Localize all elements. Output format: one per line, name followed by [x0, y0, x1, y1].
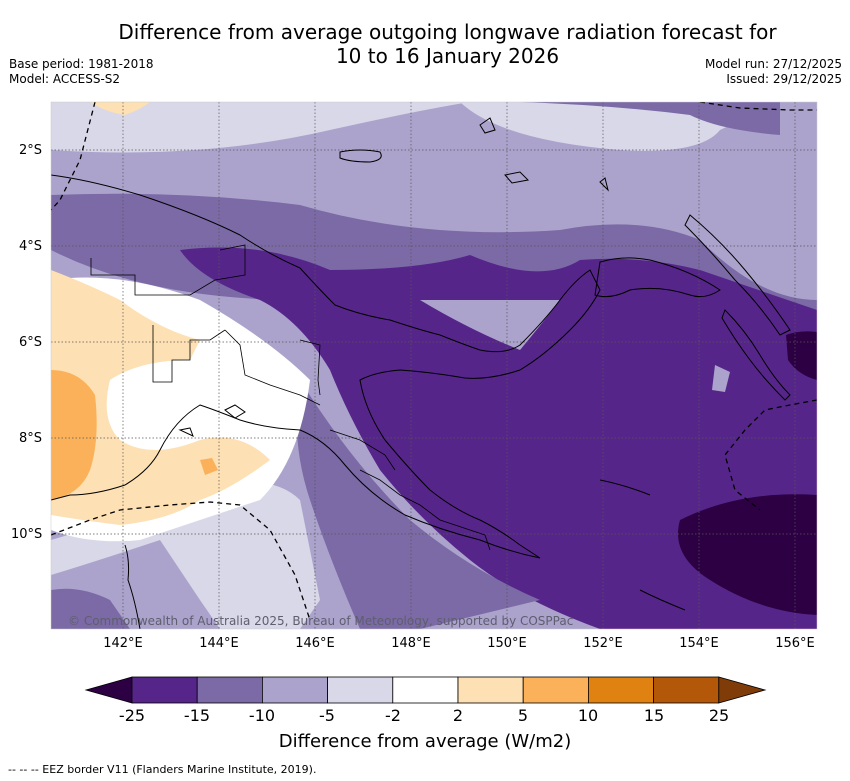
title-line-2: 10 to 16 January 2026 [335, 44, 560, 68]
new-ireland-coast [684, 214, 791, 336]
torres-strait-islands [178, 404, 246, 437]
field-minus10-central-band [420, 300, 560, 350]
colorbar-segment-2 [196, 676, 263, 704]
lon-label-148e: 148°E [391, 636, 431, 651]
manus-coast [339, 149, 382, 163]
colorbar-segment-8 [588, 676, 655, 704]
colorbar-tick: 25 [708, 706, 730, 725]
field-under-minus25-east [678, 494, 817, 615]
colorbar-tick: -5 [319, 706, 335, 725]
map-title: Difference from average outgoing longwav… [60, 20, 835, 68]
field-plus2-northwest [90, 102, 150, 115]
colorbar-title: Difference from average (W/m2) [278, 731, 572, 752]
australia-cape-york [124, 544, 141, 629]
islands-south-east-2 [639, 589, 686, 611]
lon-label-154e: 154°E [679, 636, 719, 651]
field-plus5-west [51, 370, 97, 500]
colorbar-tick: -25 [118, 706, 146, 725]
colorbar-tick: 5 [517, 706, 529, 725]
colorbar [84, 676, 767, 704]
colorbar-over-triangle [718, 676, 767, 704]
colorbar-tick: -10 [248, 706, 276, 725]
field-minus10-east-spot [712, 365, 730, 392]
lat-label-2s: 2°S [19, 143, 43, 158]
islands-south-east-1 [599, 479, 651, 496]
base-period-text: Base period: 1981-2018 [9, 57, 154, 71]
colorbar-tick: 2 [452, 706, 464, 725]
lon-label-152e: 152°E [583, 636, 623, 651]
colorbar-tick: -2 [385, 706, 401, 725]
field-minus15-wedge [296, 380, 540, 629]
issued-text: Issued: 29/12/2025 [726, 72, 842, 86]
field-band-minus5-north [51, 102, 780, 153]
colorbar-segment-6 [457, 676, 524, 704]
title-line-1: Difference from average outgoing longwav… [118, 20, 777, 44]
field-under-minus25-northeast [786, 331, 817, 380]
colorbar-segment-9 [653, 676, 720, 704]
colorbar-segment-3 [261, 676, 328, 704]
province-borders [90, 244, 491, 551]
lon-label-144e: 144°E [199, 636, 239, 651]
copyright-text: © Commonwealth of Australia 2025, Bureau… [68, 614, 574, 628]
field-core-minus25-central [180, 247, 817, 629]
eez-footer-note: -- -- -- EEZ border V11 (Flanders Marine… [8, 763, 317, 776]
lat-label-10s: 10°S [11, 527, 43, 542]
colorbar-segment-4 [327, 676, 394, 704]
model-run-text: Model run: 27/12/2025 [704, 57, 842, 71]
meta-right: Model run: 27/12/2025 Issued: 29/12/2025 [705, 57, 842, 87]
lat-label-8s: 8°S [19, 431, 43, 446]
colorbar-under-triangle [84, 676, 133, 704]
meta-left: Base period: 1981-2018 Model: ACCESS-S2 [9, 57, 154, 87]
new-britain-coast [594, 257, 721, 298]
lon-label-150e: 150°E [487, 636, 527, 651]
colorbar-segment-1 [131, 676, 198, 704]
coastline [51, 117, 791, 629]
colorbar-segment-7 [522, 676, 589, 704]
colorbar-tick: 10 [577, 706, 599, 725]
map-frame [50, 101, 818, 630]
northern-islands [479, 117, 609, 192]
new-guinea-coast [51, 174, 601, 559]
eez-border [51, 102, 817, 621]
colorbar-segment-5 [392, 676, 459, 704]
lat-label-4s: 4°S [19, 239, 43, 254]
lon-label-142e: 142°E [103, 636, 143, 651]
field-plus5-spot [200, 458, 218, 475]
colorbar-tick: -15 [183, 706, 211, 725]
bougainville-coast [721, 309, 791, 401]
colorbar-tick: 15 [643, 706, 665, 725]
anomaly-field [51, 102, 817, 629]
lon-label-156e: 156°E [775, 636, 815, 651]
model-text: Model: ACCESS-S2 [9, 72, 121, 86]
field-band-minus15-east [520, 102, 780, 135]
lon-label-146e: 146°E [295, 636, 335, 651]
field-minus15-southwest [51, 588, 130, 629]
lat-label-6s: 6°S [19, 335, 43, 350]
field-plus2-west [51, 270, 270, 525]
